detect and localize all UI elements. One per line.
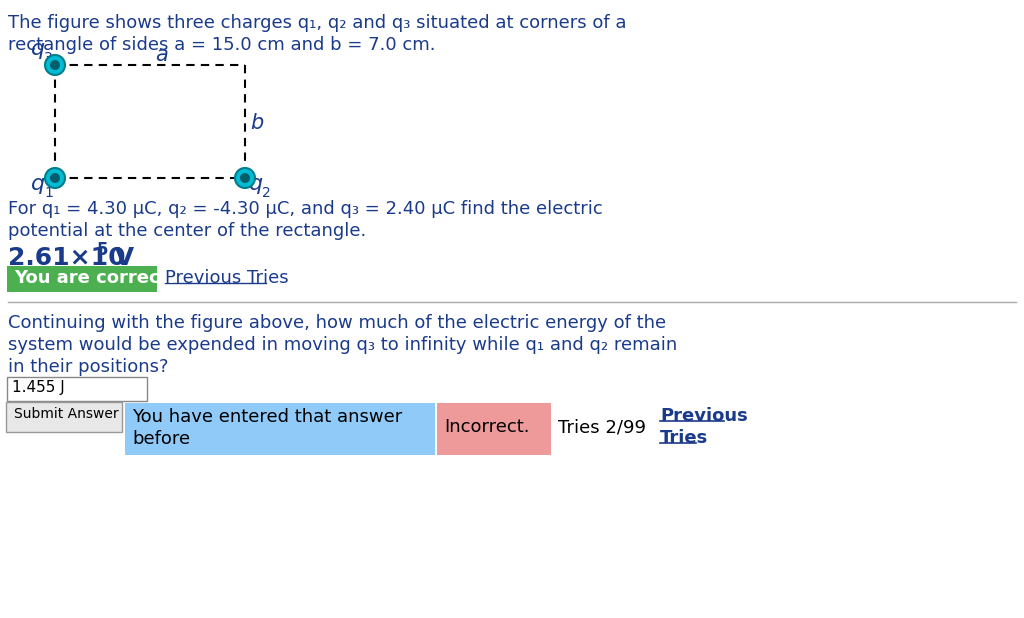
Circle shape	[50, 173, 60, 183]
Text: rectangle of sides a = 15.0 cm and b = 7.0 cm.: rectangle of sides a = 15.0 cm and b = 7…	[8, 36, 435, 54]
Text: V: V	[106, 246, 134, 270]
FancyBboxPatch shape	[7, 377, 147, 401]
Text: For q₁ = 4.30 μC, q₂ = -4.30 μC, and q₃ = 2.40 μC find the electric: For q₁ = 4.30 μC, q₂ = -4.30 μC, and q₃ …	[8, 200, 603, 218]
Text: in their positions?: in their positions?	[8, 358, 169, 376]
Text: q: q	[31, 174, 45, 194]
Text: a: a	[155, 45, 168, 65]
Text: before: before	[132, 430, 190, 448]
Circle shape	[50, 60, 60, 70]
Circle shape	[45, 55, 65, 75]
Text: 1.455 J: 1.455 J	[12, 380, 65, 395]
FancyBboxPatch shape	[6, 402, 122, 432]
Text: system would be expended in moving q₃ to infinity while q₁ and q₂ remain: system would be expended in moving q₃ to…	[8, 336, 677, 354]
Circle shape	[45, 168, 65, 188]
Text: You are correct.: You are correct.	[14, 269, 175, 287]
Text: q: q	[249, 174, 263, 194]
Text: 2.61×10: 2.61×10	[8, 246, 126, 270]
Text: Previous Tries: Previous Tries	[165, 269, 289, 287]
Text: q: q	[31, 39, 45, 59]
FancyBboxPatch shape	[7, 266, 157, 292]
Text: 3: 3	[44, 51, 53, 65]
Text: Previous: Previous	[660, 407, 748, 425]
Text: 1: 1	[44, 186, 53, 200]
Text: Submit Answer: Submit Answer	[14, 407, 119, 421]
Text: Continuing with the figure above, how much of the electric energy of the: Continuing with the figure above, how mu…	[8, 314, 667, 332]
Text: 2: 2	[262, 186, 270, 200]
Text: Tries: Tries	[660, 429, 709, 447]
Circle shape	[240, 173, 250, 183]
Text: The figure shows three charges q₁, q₂ and q₃ situated at corners of a: The figure shows three charges q₁, q₂ an…	[8, 14, 627, 32]
Text: Tries 2/99: Tries 2/99	[558, 418, 646, 436]
FancyBboxPatch shape	[437, 403, 551, 455]
Text: Incorrect.: Incorrect.	[444, 418, 529, 436]
Circle shape	[234, 168, 255, 188]
Text: You have entered that answer: You have entered that answer	[132, 408, 402, 426]
FancyBboxPatch shape	[125, 403, 435, 455]
Text: potential at the center of the rectangle.: potential at the center of the rectangle…	[8, 222, 367, 240]
Text: b: b	[250, 113, 263, 133]
Text: 5: 5	[97, 241, 109, 259]
